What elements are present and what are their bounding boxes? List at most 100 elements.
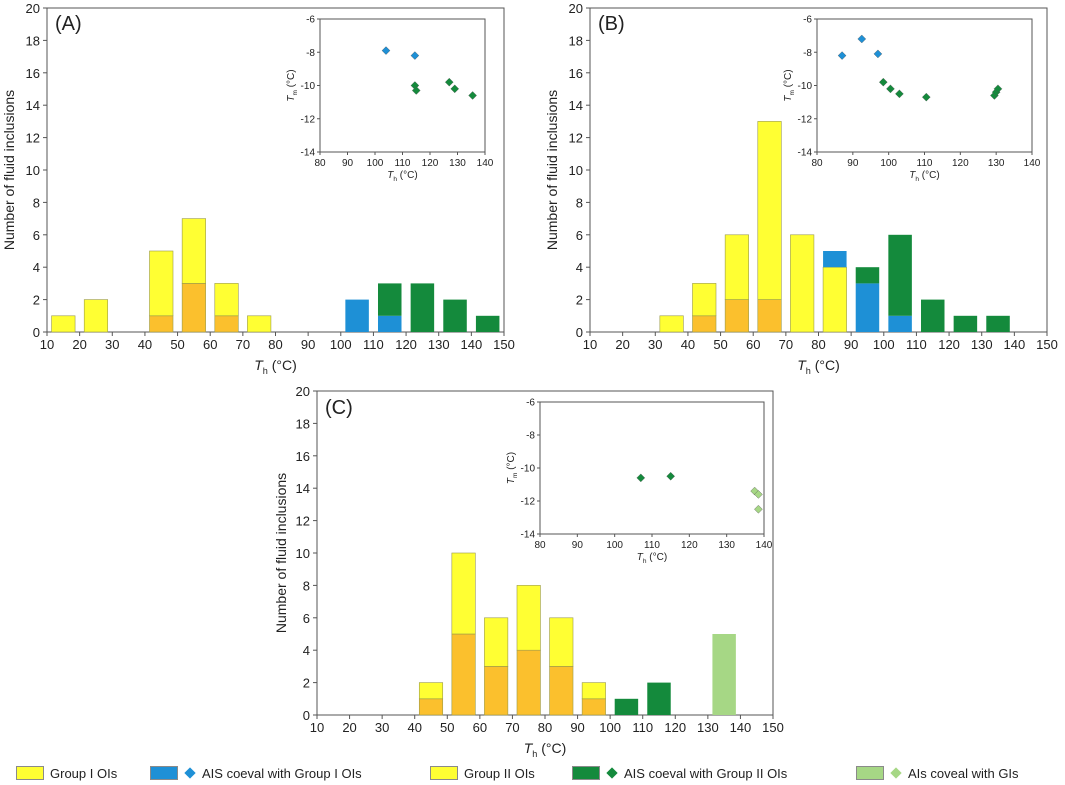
inset-x-tick-label: 90: [342, 158, 354, 169]
inset-y-tick-label: -8: [306, 48, 315, 59]
bar-15-yellow: [51, 315, 76, 333]
bar-145-green: [475, 315, 500, 332]
x-tick-label: 60: [473, 720, 487, 735]
x-tick-label: 140: [730, 720, 752, 735]
y-tick-label: 18: [26, 33, 40, 48]
y-tick-label: 12: [26, 131, 40, 146]
y-tick-label: 8: [33, 195, 40, 210]
inset-y-tick-label: -12: [301, 114, 316, 125]
y-tick-label: 10: [296, 546, 310, 561]
x-tick-label: 30: [375, 720, 389, 735]
x-tick-label: 120: [395, 337, 417, 352]
x-tick-label: 60: [746, 337, 760, 352]
legend-item-ais-gis: AIs coveal with GIs: [856, 762, 1019, 784]
y-tick-label: 2: [576, 293, 583, 308]
inset-scatter-1: 80 90 100 110 120 130 140 -14 -12 -10 -8 -6 Th (°C) T…: [783, 15, 1041, 184]
y-tick-label: 12: [296, 514, 310, 529]
inset-x-tick-label: 110: [644, 540, 660, 551]
y-tick-label: 2: [303, 676, 310, 691]
bar-65-orange: [484, 666, 509, 716]
legend-label: AIs coveal with GIs: [908, 765, 1019, 781]
inset-x-tick-label: 140: [756, 540, 773, 551]
y-tick-label: 4: [303, 643, 310, 658]
inset-point-green: [922, 92, 931, 102]
bar-75-yellow: [790, 234, 815, 333]
inset-plot-area: [319, 18, 486, 153]
bar-95-green: [855, 267, 880, 284]
panel-label: (C): [325, 397, 353, 419]
inset-x-axis-label: Th (°C): [637, 552, 667, 565]
y-tick-label: 18: [569, 33, 583, 48]
inset-x-tick-label: 100: [880, 158, 897, 169]
bar-35-yellow: [659, 315, 684, 333]
x-tick-label: 150: [762, 720, 784, 735]
legend-label: Group I OIs: [50, 765, 118, 781]
y-tick-label: 12: [569, 131, 583, 146]
inset-y-tick-label: -12: [521, 497, 536, 508]
x-tick-label: 60: [203, 337, 217, 352]
x-tick-label: 10: [40, 337, 54, 352]
inset-y-axis-label: Tm (°C): [286, 69, 299, 101]
bar-105-green: [614, 698, 639, 715]
inset-x-tick-label: 80: [534, 540, 546, 551]
x-axis-label: Th (°C): [797, 357, 840, 376]
y-tick-label: 4: [576, 260, 583, 275]
inset-x-tick-label: 130: [449, 158, 466, 169]
bar-75-orange: [516, 649, 541, 716]
inset-x-tick-label: 110: [395, 158, 411, 169]
bar-45-orange: [149, 315, 174, 333]
inset-point-green: [895, 89, 904, 99]
x-tick-label: 80: [268, 337, 282, 352]
bar-115-green: [647, 682, 671, 715]
inset-point-blue: [410, 51, 420, 60]
x-tick-label: 150: [493, 337, 515, 352]
x-tick-label: 70: [779, 337, 793, 352]
inset-y-tick-label: -8: [526, 431, 535, 442]
x-tick-label: 110: [363, 337, 384, 352]
bar-115-green: [377, 283, 402, 316]
bar-65-orange: [214, 315, 239, 333]
inset-x-tick-label: 90: [572, 540, 584, 551]
bar-115-blue: [377, 315, 402, 332]
panel-label: (B): [598, 13, 625, 35]
bar-55-yellow: [181, 218, 206, 284]
x-axis-label: Th (°C): [524, 740, 567, 759]
inset-y-tick-label: -10: [798, 81, 813, 92]
bar-105-blue: [888, 315, 912, 332]
y-axis-label: Number of fluid inclusions: [1, 90, 17, 250]
inset-x-axis-label: Th (°C): [909, 170, 939, 183]
inset-x-tick-label: 120: [422, 158, 439, 169]
y-tick-label: 4: [33, 260, 40, 275]
x-tick-label: 30: [648, 337, 662, 352]
inset-x-tick-label: 130: [718, 540, 735, 551]
x-tick-label: 70: [236, 337, 250, 352]
inset-y-tick-label: -8: [803, 48, 812, 59]
legend-diamond-blue-icon: [184, 767, 196, 779]
inset-y-tick-label: -10: [301, 81, 316, 92]
bar-135-green: [443, 299, 467, 332]
x-tick-label: 150: [1036, 337, 1058, 352]
y-tick-label: 16: [296, 449, 310, 464]
y-tick-label: 14: [26, 98, 40, 113]
y-tick-label: 0: [33, 325, 40, 340]
legend-diamond-lightgreen-icon: [890, 767, 902, 779]
x-tick-label: 40: [681, 337, 695, 352]
bar-45-yellow: [418, 682, 444, 700]
y-tick-label: 8: [576, 195, 583, 210]
inset-point-green: [450, 84, 460, 94]
x-tick-label: 50: [440, 720, 454, 735]
bar-65-yellow: [214, 283, 239, 317]
y-tick-label: 10: [569, 163, 583, 178]
bar-85-orange: [549, 666, 574, 716]
x-tick-label: 20: [72, 337, 86, 352]
legend-item-group-ii: Group II OIs: [430, 762, 535, 784]
legend-label: AIS coeval with Group II OIs: [624, 765, 788, 781]
y-axis-label: Number of fluid inclusions: [544, 90, 560, 250]
inset-x-tick-label: 110: [917, 158, 933, 169]
y-tick-label: 20: [296, 384, 310, 399]
bar-135-green: [986, 315, 1010, 332]
panel-1: 10 20 30 40 50 60 70 80 90 100 110 120 130 140 150 0 2 4 6…: [544, 1, 1058, 376]
bar-55-yellow: [451, 552, 476, 635]
x-tick-label: 20: [342, 720, 356, 735]
inset-plot-area: [539, 401, 765, 535]
